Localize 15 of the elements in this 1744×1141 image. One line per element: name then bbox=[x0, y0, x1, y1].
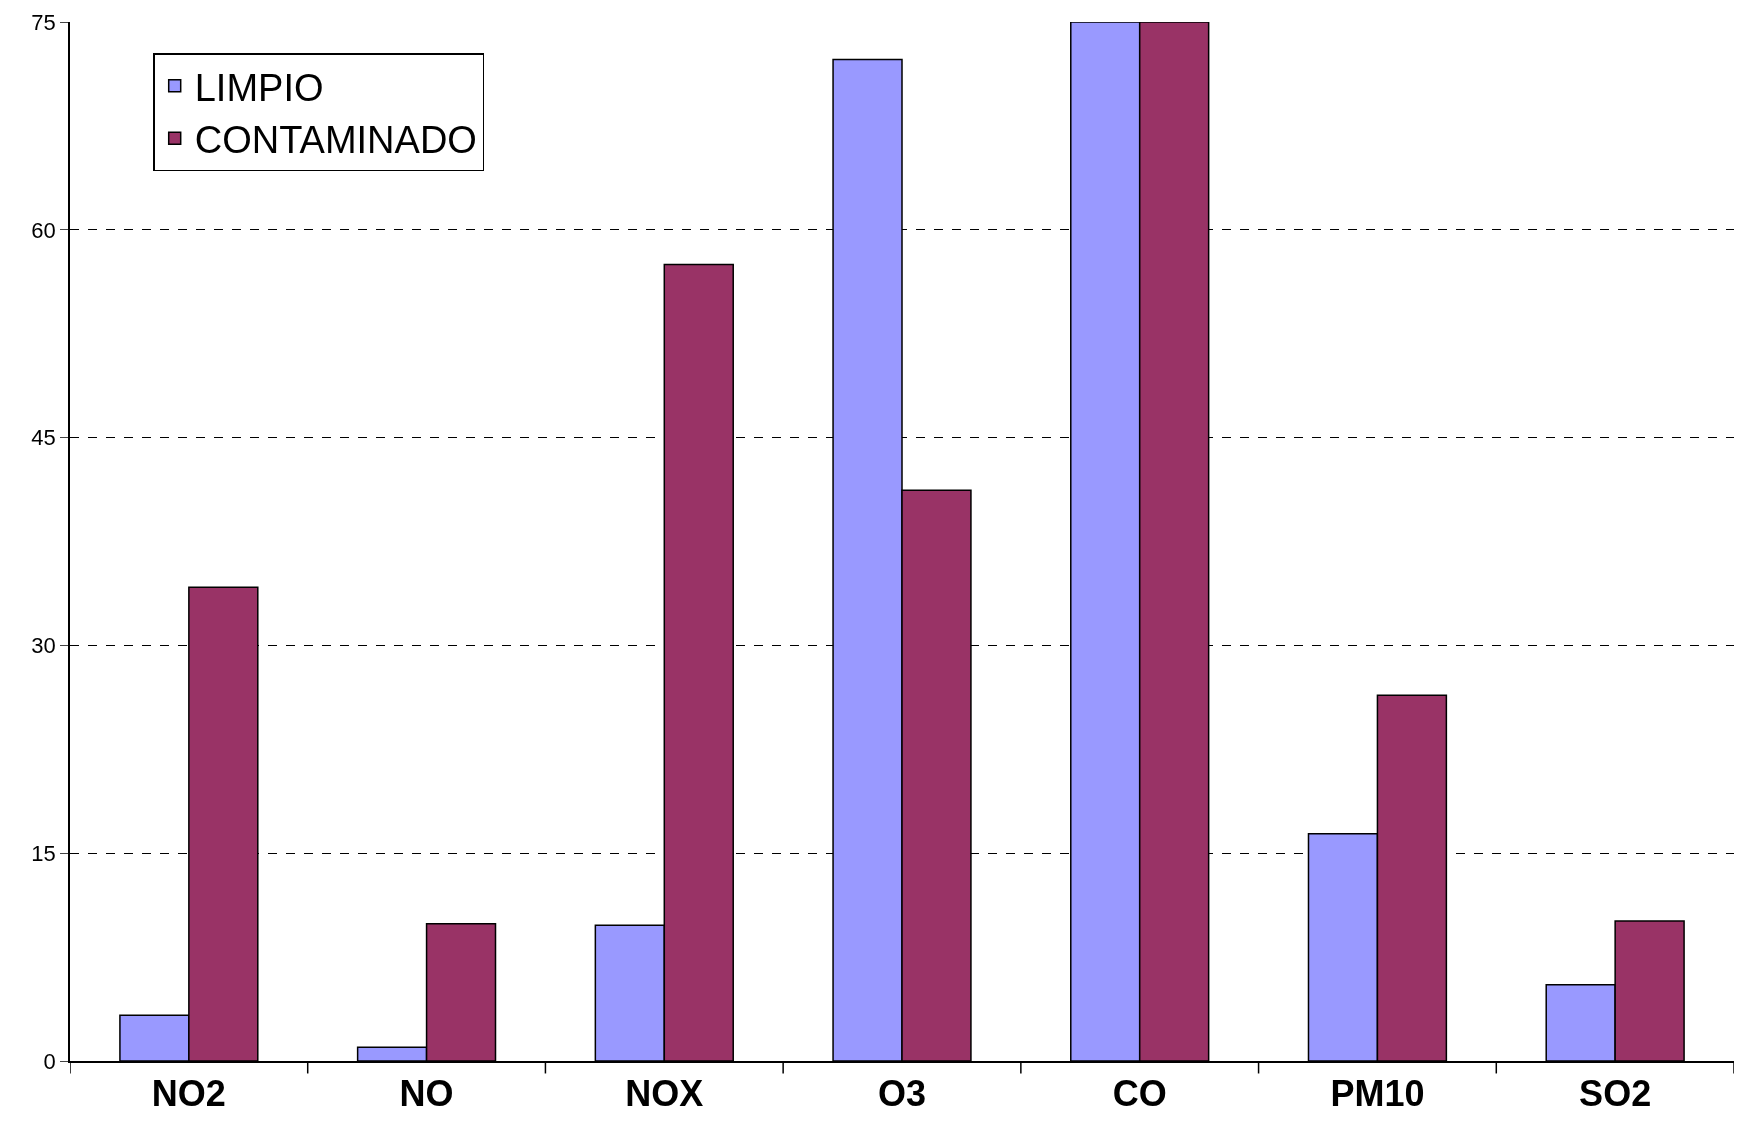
y-tick-label: 75 bbox=[31, 9, 56, 35]
y-tick-label: 60 bbox=[31, 217, 56, 243]
legend-label: LIMPIO bbox=[194, 66, 324, 109]
y-tick-label: 0 bbox=[43, 1048, 56, 1074]
y-tick-label: 15 bbox=[31, 840, 56, 866]
legend-label: CONTAMINADO bbox=[194, 119, 477, 162]
x-tick-label: NO bbox=[399, 1072, 454, 1114]
x-tick-label: NOX bbox=[625, 1072, 704, 1114]
y-tick-label: 30 bbox=[31, 633, 56, 659]
x-tick-label: SO2 bbox=[1579, 1072, 1652, 1114]
x-tick-label: PM10 bbox=[1330, 1072, 1425, 1114]
x-tick-label: CO bbox=[1112, 1072, 1167, 1114]
y-tick-label: 45 bbox=[31, 425, 56, 451]
x-tick-label: NO2 bbox=[151, 1072, 226, 1114]
x-tick-label: O3 bbox=[877, 1072, 927, 1114]
